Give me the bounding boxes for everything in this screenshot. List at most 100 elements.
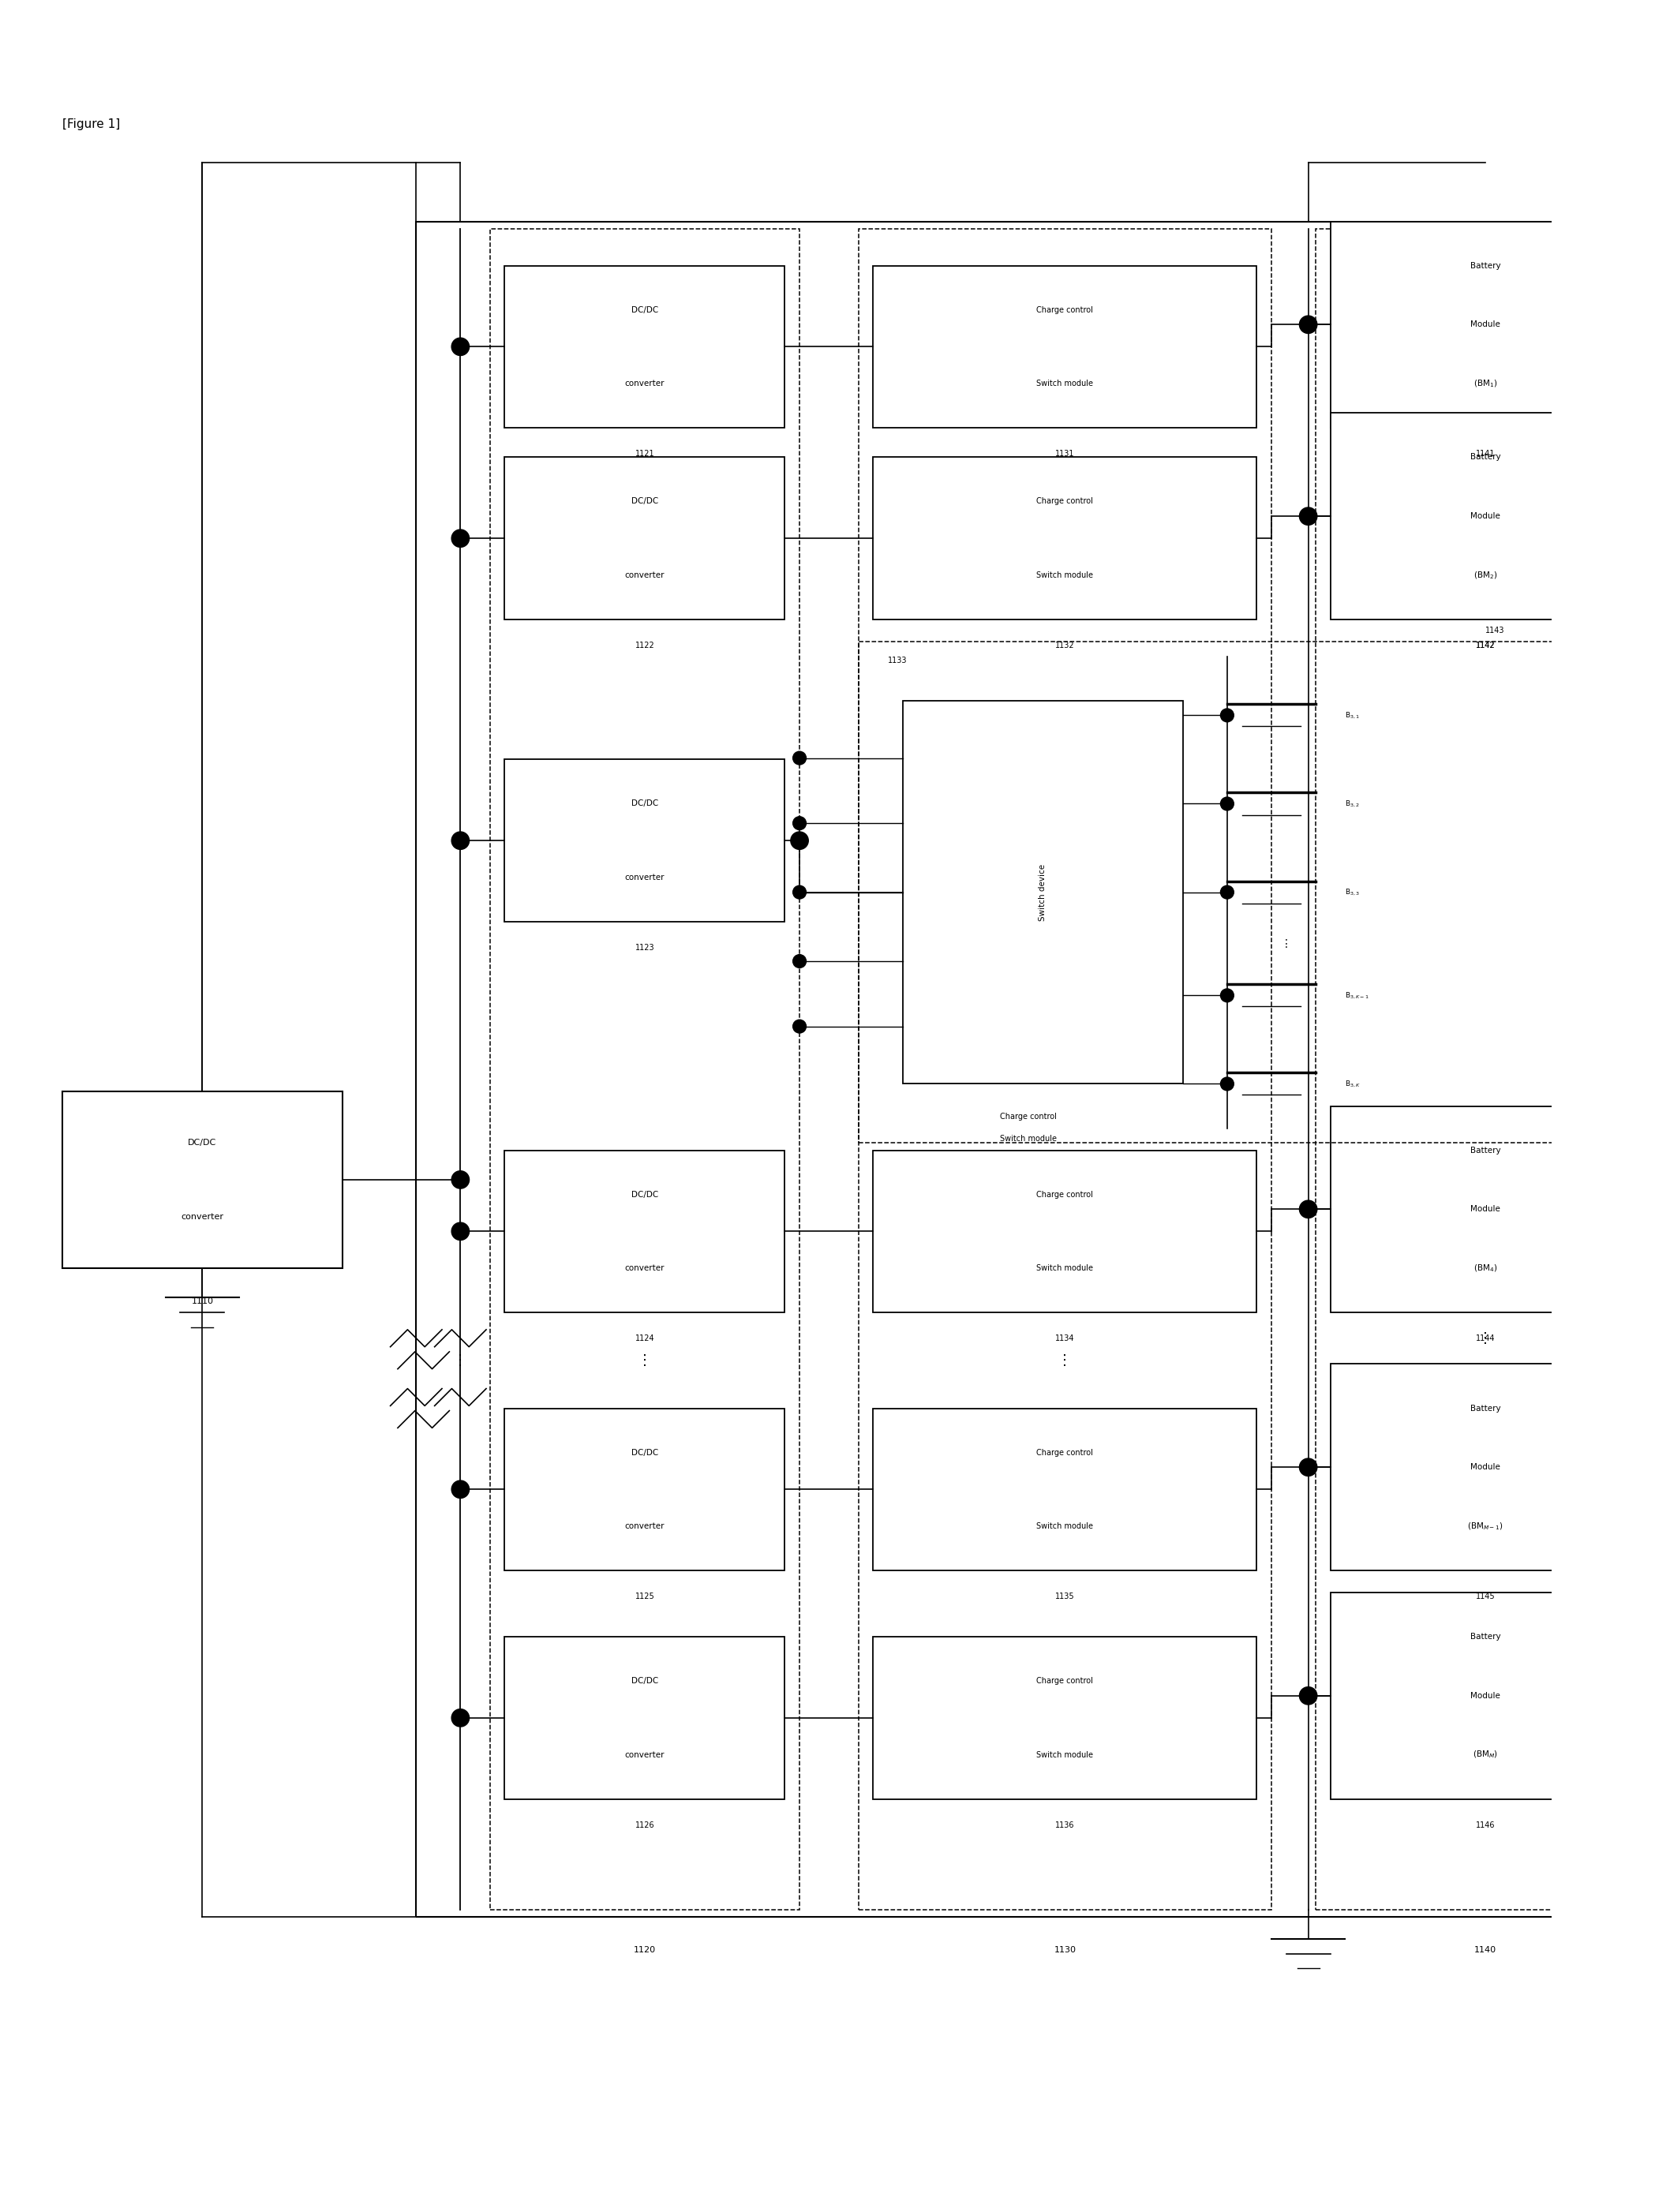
Text: 1121: 1121 [636,449,654,458]
Text: Charge control: Charge control [1036,1677,1094,1686]
Text: 1141: 1141 [1476,449,1494,458]
FancyBboxPatch shape [874,458,1256,619]
Circle shape [1220,796,1233,810]
Text: 1142: 1142 [1476,641,1494,650]
Text: DC/DC: DC/DC [631,1190,659,1199]
Circle shape [1220,989,1233,1002]
Circle shape [452,1480,470,1498]
Text: Switch module: Switch module [1036,571,1094,580]
FancyBboxPatch shape [505,1150,784,1312]
Text: B$_{3,1}$: B$_{3,1}$ [1346,710,1360,721]
Circle shape [452,1223,470,1241]
Text: converter: converter [626,874,665,880]
Text: 1124: 1124 [636,1334,654,1343]
Text: 1135: 1135 [1056,1593,1074,1601]
Circle shape [793,752,806,765]
Text: Module: Module [1470,321,1499,330]
Text: (BM$_1$): (BM$_1$) [1473,378,1498,389]
Text: Switch module: Switch module [1000,1135,1056,1144]
FancyBboxPatch shape [505,458,784,619]
Text: (BM$_{M-1}$): (BM$_{M-1}$) [1468,1522,1503,1531]
FancyBboxPatch shape [874,1637,1256,1798]
Text: Module: Module [1470,1692,1499,1699]
FancyBboxPatch shape [505,1637,784,1798]
Text: Module: Module [1470,1464,1499,1471]
Text: DC/DC: DC/DC [631,305,659,314]
Text: B$_{3,K-1}$: B$_{3,K-1}$ [1346,991,1369,1000]
Circle shape [452,1710,470,1728]
Text: 1120: 1120 [634,1947,655,1953]
Text: 1133: 1133 [889,657,907,664]
FancyBboxPatch shape [1331,1365,1640,1571]
Text: Module: Module [1470,1206,1499,1212]
Text: 1130: 1130 [1054,1947,1076,1953]
Text: 1110: 1110 [192,1298,213,1305]
Circle shape [452,832,470,849]
Text: B$_{3,2}$: B$_{3,2}$ [1346,799,1360,810]
Text: B$_{3,3}$: B$_{3,3}$ [1346,887,1360,898]
Text: DC/DC: DC/DC [189,1139,217,1146]
Text: 1140: 1140 [1475,1947,1496,1953]
Text: 1143: 1143 [1485,626,1504,635]
Text: DC/DC: DC/DC [631,1449,659,1455]
Text: 1126: 1126 [636,1820,654,1829]
Circle shape [1299,1458,1317,1475]
Text: converter: converter [626,571,665,580]
FancyBboxPatch shape [505,759,784,922]
FancyBboxPatch shape [874,265,1256,427]
FancyBboxPatch shape [63,1091,343,1267]
Text: 1136: 1136 [1056,1820,1074,1829]
Text: Charge control: Charge control [1036,1449,1094,1455]
Text: 1123: 1123 [636,945,654,951]
Text: DC/DC: DC/DC [631,498,659,507]
Circle shape [1299,1688,1317,1705]
FancyBboxPatch shape [505,265,784,427]
Text: Switch module: Switch module [1036,1522,1094,1531]
Text: 1145: 1145 [1476,1593,1494,1601]
Text: Battery: Battery [1470,261,1501,270]
Text: converter: converter [626,380,665,387]
Text: converter: converter [626,1750,665,1759]
Text: (BM$_2$): (BM$_2$) [1473,571,1498,580]
Text: Battery: Battery [1470,1405,1501,1411]
Text: Battery: Battery [1470,453,1501,462]
Circle shape [793,1020,806,1033]
Text: 1142: 1142 [1476,641,1494,650]
Circle shape [452,529,470,546]
Text: 1125: 1125 [636,1593,654,1601]
Text: Charge control: Charge control [1036,305,1094,314]
Text: ⋮: ⋮ [1058,1354,1072,1367]
Text: (BM$_M$): (BM$_M$) [1473,1750,1498,1761]
Text: Battery: Battery [1470,1632,1501,1641]
FancyBboxPatch shape [1331,221,1640,427]
Text: converter: converter [626,1265,665,1272]
Text: 1132: 1132 [1056,641,1074,650]
Circle shape [793,816,806,830]
Circle shape [452,1170,470,1188]
FancyBboxPatch shape [874,1150,1256,1312]
FancyBboxPatch shape [902,701,1183,1084]
Text: [Figure 1]: [Figure 1] [63,117,121,131]
Circle shape [1299,507,1317,524]
Text: 1134: 1134 [1056,1334,1074,1343]
Circle shape [793,885,806,898]
Text: DC/DC: DC/DC [631,1677,659,1686]
Circle shape [793,956,806,969]
Text: ⋮: ⋮ [1478,1332,1493,1345]
FancyBboxPatch shape [1331,414,1640,619]
Text: (BM$_4$): (BM$_4$) [1473,1263,1498,1274]
Text: Switch module: Switch module [1036,380,1094,387]
Text: 1146: 1146 [1476,1820,1494,1829]
Circle shape [452,338,470,356]
Circle shape [1299,316,1317,334]
Text: ⋮: ⋮ [453,1354,467,1367]
Text: Switch device: Switch device [1039,863,1046,920]
Text: Charge control: Charge control [1036,1190,1094,1199]
FancyBboxPatch shape [1331,1106,1640,1312]
FancyBboxPatch shape [1331,1593,1640,1798]
Text: ⋮: ⋮ [1281,938,1291,949]
Circle shape [1220,708,1233,721]
Text: converter: converter [180,1212,223,1221]
Text: DC/DC: DC/DC [631,801,659,807]
Text: 1131: 1131 [1056,449,1074,458]
